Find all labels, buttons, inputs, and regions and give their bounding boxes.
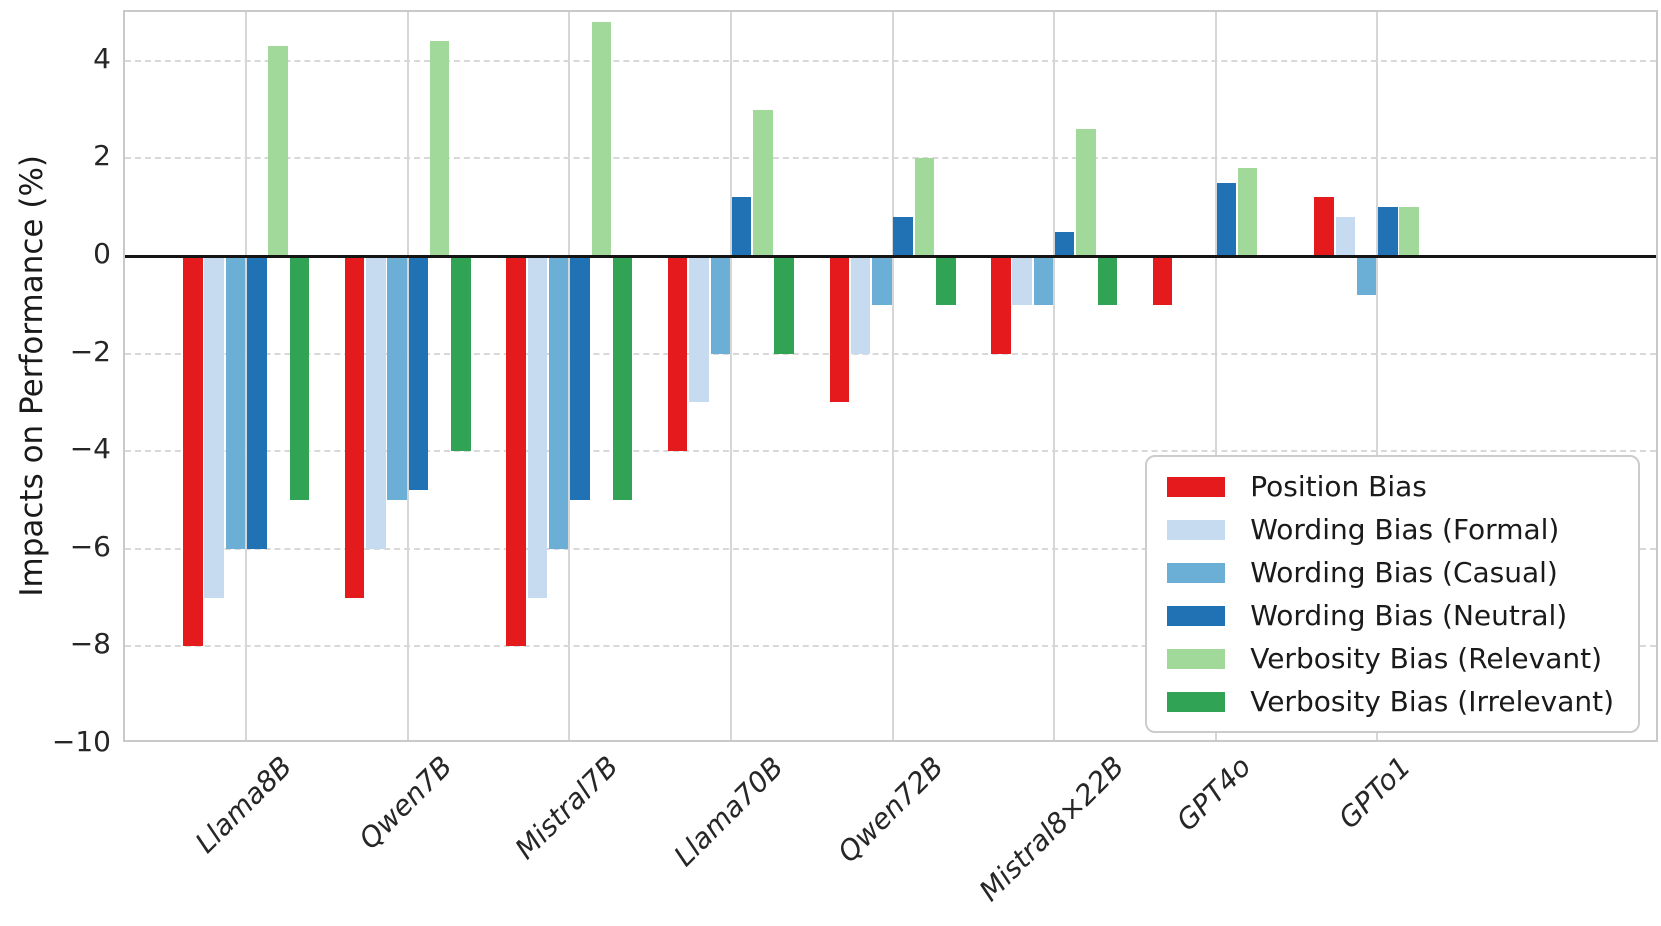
x-tick-label-mistral7b: Mistral7B <box>508 749 625 866</box>
legend-item-wording-bias-casual: Wording Bias (Casual) <box>1167 556 1614 589</box>
gridline-y--6 <box>125 547 1656 550</box>
vertical-gridline-qwen7b <box>406 12 409 740</box>
bar-wording-bias-formal-mistral8-22b <box>1012 256 1032 305</box>
bar-position-bias-llama8b <box>183 256 203 647</box>
x-tick-label-qwen72b: Qwen72B <box>830 750 950 869</box>
bar-verbosity-bias-relevant-gpto1 <box>1399 207 1419 256</box>
bar-wording-bias-casual-gpto1 <box>1356 256 1377 296</box>
bar-wording-bias-casual-llama8b <box>225 256 246 549</box>
gridline-y--8 <box>125 645 1656 648</box>
zero-line <box>125 255 1656 258</box>
bar-position-bias-llama70b <box>667 256 688 452</box>
vertical-gridline-gpto1 <box>1376 12 1379 740</box>
bar-verbosity-bias-relevant-mistral8-22b <box>1076 129 1096 256</box>
gridline-y--2 <box>125 352 1656 355</box>
legend-item-wording-bias-neutral: Wording Bias (Neutral) <box>1167 599 1614 632</box>
legend: Position Bias Wording Bias (Formal) Wordin… <box>1145 455 1640 733</box>
legend-swatch-wording-bias-neutral <box>1167 605 1226 626</box>
bar-position-bias-qwen7b <box>344 256 365 598</box>
legend-label-verbosity-bias-relevant: Verbosity Bias (Relevant) <box>1250 642 1603 675</box>
bar-verbosity-bias-relevant-qwen72b <box>914 158 935 256</box>
legend-item-position-bias: Position Bias <box>1167 470 1614 503</box>
bar-wording-bias-neutral-llama8b <box>247 256 267 549</box>
bar-verbosity-bias-irrelevant-qwen7b <box>451 256 471 452</box>
legend-label-wording-bias-casual: Wording Bias (Casual) <box>1250 556 1558 589</box>
vertical-gridline-qwen72b <box>891 12 894 740</box>
y-tick-label--6: −6 <box>69 529 111 563</box>
bar-wording-bias-neutral-llama70b <box>731 197 752 256</box>
bar-wording-bias-casual-qwen72b <box>872 256 892 305</box>
y-tick-label--2: −2 <box>69 334 111 368</box>
bar-wording-bias-formal-qwen7b <box>366 256 386 549</box>
bar-verbosity-bias-irrelevant-llama70b <box>774 256 794 354</box>
bar-wording-bias-neutral-gpto1 <box>1378 207 1398 256</box>
y-tick-label--10: −10 <box>51 725 111 758</box>
bar-wording-bias-casual-mistral7b <box>548 256 569 549</box>
bar-wording-bias-formal-llama8b <box>204 256 224 598</box>
bar-wording-bias-neutral-mistral7b <box>570 256 590 500</box>
bar-verbosity-bias-irrelevant-llama8b <box>289 256 310 500</box>
x-tick-label-llama8b: Llama8B <box>189 749 299 860</box>
bar-wording-bias-formal-mistral7b <box>527 256 548 598</box>
legend-swatch-position-bias <box>1167 476 1226 497</box>
legend-swatch-verbosity-bias-relevant <box>1167 648 1226 669</box>
x-tick-label-mistral8-22b: Mistral8×22B <box>972 749 1131 908</box>
legend-label-verbosity-bias-irrelevant: Verbosity Bias (Irrelevant) <box>1250 685 1614 718</box>
legend-swatch-wording-bias-formal <box>1167 519 1226 540</box>
x-tick-label-gpto1: GPTo1 <box>1332 749 1418 835</box>
x-tick-label-gpt4o: GPT4o <box>1169 750 1258 838</box>
y-tick-label-4: 4 <box>93 41 111 75</box>
plot-area: Position Bias Wording Bias (Formal) Wordin… <box>123 10 1658 742</box>
bar-wording-bias-casual-llama70b <box>710 256 731 354</box>
bar-verbosity-bias-relevant-llama8b <box>268 46 288 256</box>
legend-item-wording-bias-formal: Wording Bias (Formal) <box>1167 513 1614 546</box>
bar-verbosity-bias-irrelevant-qwen72b <box>936 256 956 305</box>
bar-wording-bias-neutral-mistral8-22b <box>1054 231 1075 256</box>
y-tick-label--4: −4 <box>69 432 111 466</box>
bar-position-bias-gpt4o <box>1152 256 1173 305</box>
legend-label-wording-bias-neutral: Wording Bias (Neutral) <box>1250 599 1568 632</box>
bar-wording-bias-casual-mistral8-22b <box>1033 256 1054 305</box>
x-tick-label-qwen7b: Qwen7B <box>352 750 459 857</box>
bar-wording-bias-formal-llama70b <box>689 256 709 403</box>
bar-verbosity-bias-irrelevant-mistral8-22b <box>1097 256 1118 305</box>
y-tick-label-2: 2 <box>93 139 111 173</box>
gridline-y-2 <box>125 157 1656 160</box>
bar-wording-bias-formal-gpto1 <box>1335 216 1356 256</box>
gridline-y-4 <box>125 59 1656 62</box>
legend-swatch-wording-bias-casual <box>1167 562 1226 583</box>
bar-verbosity-bias-irrelevant-mistral7b <box>612 256 633 500</box>
vertical-gridline-gpt4o <box>1214 12 1217 740</box>
bar-wording-bias-neutral-qwen7b <box>408 256 429 491</box>
gridline-y--4 <box>125 450 1656 453</box>
y-tick-label-0: 0 <box>93 237 111 270</box>
legend-item-verbosity-bias-relevant: Verbosity Bias (Relevant) <box>1167 642 1614 675</box>
bar-position-bias-qwen72b <box>829 256 849 403</box>
vertical-gridline-mistral7b <box>568 12 571 740</box>
bar-wording-bias-formal-qwen72b <box>850 256 871 354</box>
bar-position-bias-gpto1 <box>1314 197 1334 256</box>
bar-wording-bias-casual-qwen7b <box>387 256 407 500</box>
x-tick-label-llama70b: Llama70B <box>667 750 790 873</box>
legend-swatch-verbosity-bias-irrelevant <box>1167 691 1226 712</box>
legend-item-verbosity-bias-irrelevant: Verbosity Bias (Irrelevant) <box>1167 685 1614 718</box>
vertical-gridline-mistral8-22b <box>1053 12 1056 740</box>
vertical-gridline-llama8b <box>245 12 248 740</box>
bar-verbosity-bias-relevant-qwen7b <box>429 41 450 256</box>
legend-label-position-bias: Position Bias <box>1250 470 1427 503</box>
bar-position-bias-mistral8-22b <box>991 256 1011 354</box>
bar-position-bias-mistral7b <box>506 256 526 647</box>
bar-wording-bias-neutral-qwen72b <box>893 216 913 256</box>
bar-verbosity-bias-relevant-mistral7b <box>591 21 612 256</box>
legend-label-wording-bias-formal: Wording Bias (Formal) <box>1250 513 1560 546</box>
bar-verbosity-bias-relevant-llama70b <box>753 109 773 256</box>
bar-verbosity-bias-relevant-gpt4o <box>1237 168 1258 256</box>
y-tick-label--8: −8 <box>69 627 111 661</box>
vertical-gridline-llama70b <box>729 12 732 740</box>
bar-wording-bias-neutral-gpt4o <box>1216 182 1237 256</box>
